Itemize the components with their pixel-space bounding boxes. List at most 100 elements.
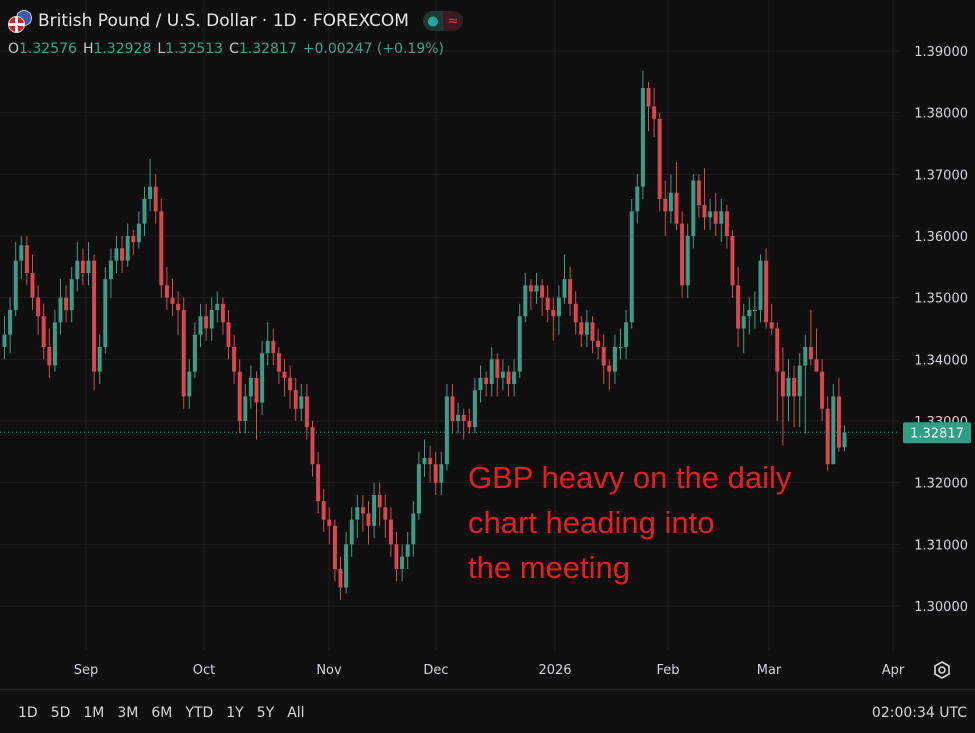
candle-body <box>439 464 444 483</box>
candle-body <box>780 371 785 397</box>
range-1y-button[interactable]: 1Y <box>226 705 244 721</box>
candle-up <box>758 254 763 323</box>
candle-body <box>635 186 640 212</box>
candle-body <box>226 322 231 348</box>
candle-body <box>456 414 461 422</box>
candle-body <box>215 303 220 311</box>
candle-down <box>836 377 841 452</box>
range-ytd-button[interactable]: YTD <box>185 705 214 721</box>
candle-body <box>299 396 304 409</box>
y-tick-label: 1.37000 <box>914 168 968 183</box>
candle-body <box>797 365 802 397</box>
candle-body <box>495 359 500 378</box>
ohlc-legend: O1.32576 H1.32928 L1.32513 C1.32817 +0.0… <box>8 41 444 57</box>
candle-down <box>663 180 668 237</box>
candle-body <box>86 260 91 274</box>
candle-up <box>75 242 80 292</box>
candle-body <box>663 199 668 212</box>
candle-down <box>792 365 797 428</box>
candle-body <box>691 180 696 237</box>
candle-body <box>304 396 309 428</box>
candle-body <box>248 377 253 397</box>
candle-body <box>551 310 556 317</box>
candle-body <box>97 347 102 372</box>
range-all-button[interactable]: All <box>287 705 305 721</box>
candlestick-chart[interactable]: 1.39000 1.38000 1.37000 1.36000 1.35000 1.340… <box>0 0 975 690</box>
range-5y-button[interactable]: 5Y <box>256 705 275 721</box>
candle-up <box>136 211 141 249</box>
candle-up <box>192 322 197 378</box>
candle-body <box>713 211 718 224</box>
candle-body <box>719 211 724 224</box>
y-tick-label: 1.30000 <box>914 600 968 615</box>
candle-down <box>220 297 225 335</box>
candle-up <box>618 328 623 360</box>
candle-up <box>741 303 746 354</box>
candle-down <box>204 303 209 341</box>
candle-body <box>428 458 433 465</box>
candle-down <box>388 507 393 557</box>
candle-up <box>108 248 113 298</box>
candle-up <box>114 236 119 274</box>
candle-down <box>590 316 595 354</box>
range-6m-button[interactable]: 6M <box>151 705 173 721</box>
candle-up <box>299 384 304 422</box>
candle-down <box>775 322 780 422</box>
candle-up <box>584 310 589 348</box>
candle-body <box>500 371 505 378</box>
symbol-title[interactable]: British Pound / U.S. Dollar · 1D · FOREX… <box>38 11 409 31</box>
candle-body <box>125 236 130 261</box>
candle-body <box>752 310 757 312</box>
candle-down <box>825 396 830 471</box>
utc-clock[interactable]: 02:00:34 UTC <box>871 705 967 721</box>
candle-body <box>618 347 623 349</box>
candle-body <box>646 88 651 107</box>
range-3m-button[interactable]: 3M <box>117 705 139 721</box>
candle-body <box>674 192 679 224</box>
candle-up <box>685 223 690 298</box>
x-tick-label: Dec <box>423 663 448 678</box>
high-value: 1.32928 <box>93 41 152 57</box>
candle-body <box>153 186 158 212</box>
candle-body <box>590 322 595 341</box>
y-tick-label: 1.34000 <box>914 353 968 368</box>
x-tick-label: Apr <box>882 663 905 678</box>
candle-down <box>327 507 332 545</box>
y-tick-label: 1.35000 <box>914 292 968 307</box>
candle-body <box>75 260 80 280</box>
data-delay-icon[interactable]: ≈ <box>442 11 463 31</box>
candle-up <box>489 347 494 397</box>
range-1d-button[interactable]: 1D <box>18 705 38 721</box>
candle-body <box>19 245 24 261</box>
settings-gear-icon[interactable] <box>932 660 952 680</box>
range-1m-button[interactable]: 1M <box>83 705 105 721</box>
x-tick-label: Sep <box>74 663 99 678</box>
candle-body <box>92 260 97 372</box>
candle-body <box>640 88 645 187</box>
open-label: O <box>8 41 20 57</box>
candle-body <box>355 507 360 520</box>
candle-up <box>719 199 724 243</box>
candle-up <box>265 322 270 366</box>
candle-up <box>349 507 354 557</box>
candle-down <box>36 285 41 335</box>
candle-up <box>691 174 696 249</box>
candle-body <box>657 118 662 200</box>
candle-body <box>528 285 533 292</box>
candle-body <box>467 421 472 428</box>
candle-down <box>120 236 125 274</box>
annotation-line: chart heading into <box>468 505 715 540</box>
candle-up <box>142 186 147 237</box>
last-price-label: 1.32817 <box>910 426 964 441</box>
low-value: 1.32513 <box>165 41 224 57</box>
candle-up <box>842 425 847 452</box>
candle-down <box>596 328 601 360</box>
candle-up <box>125 223 130 267</box>
candle-up <box>831 384 836 465</box>
market-open-status-icon[interactable]: ● <box>422 11 443 31</box>
y-tick-label: 1.31000 <box>914 538 968 553</box>
range-5d-button[interactable]: 5D <box>50 705 71 721</box>
candle-up <box>635 174 640 224</box>
chart-annotation: GBP heavy on the daily chart heading int… <box>468 455 791 590</box>
candle-down <box>607 359 612 391</box>
